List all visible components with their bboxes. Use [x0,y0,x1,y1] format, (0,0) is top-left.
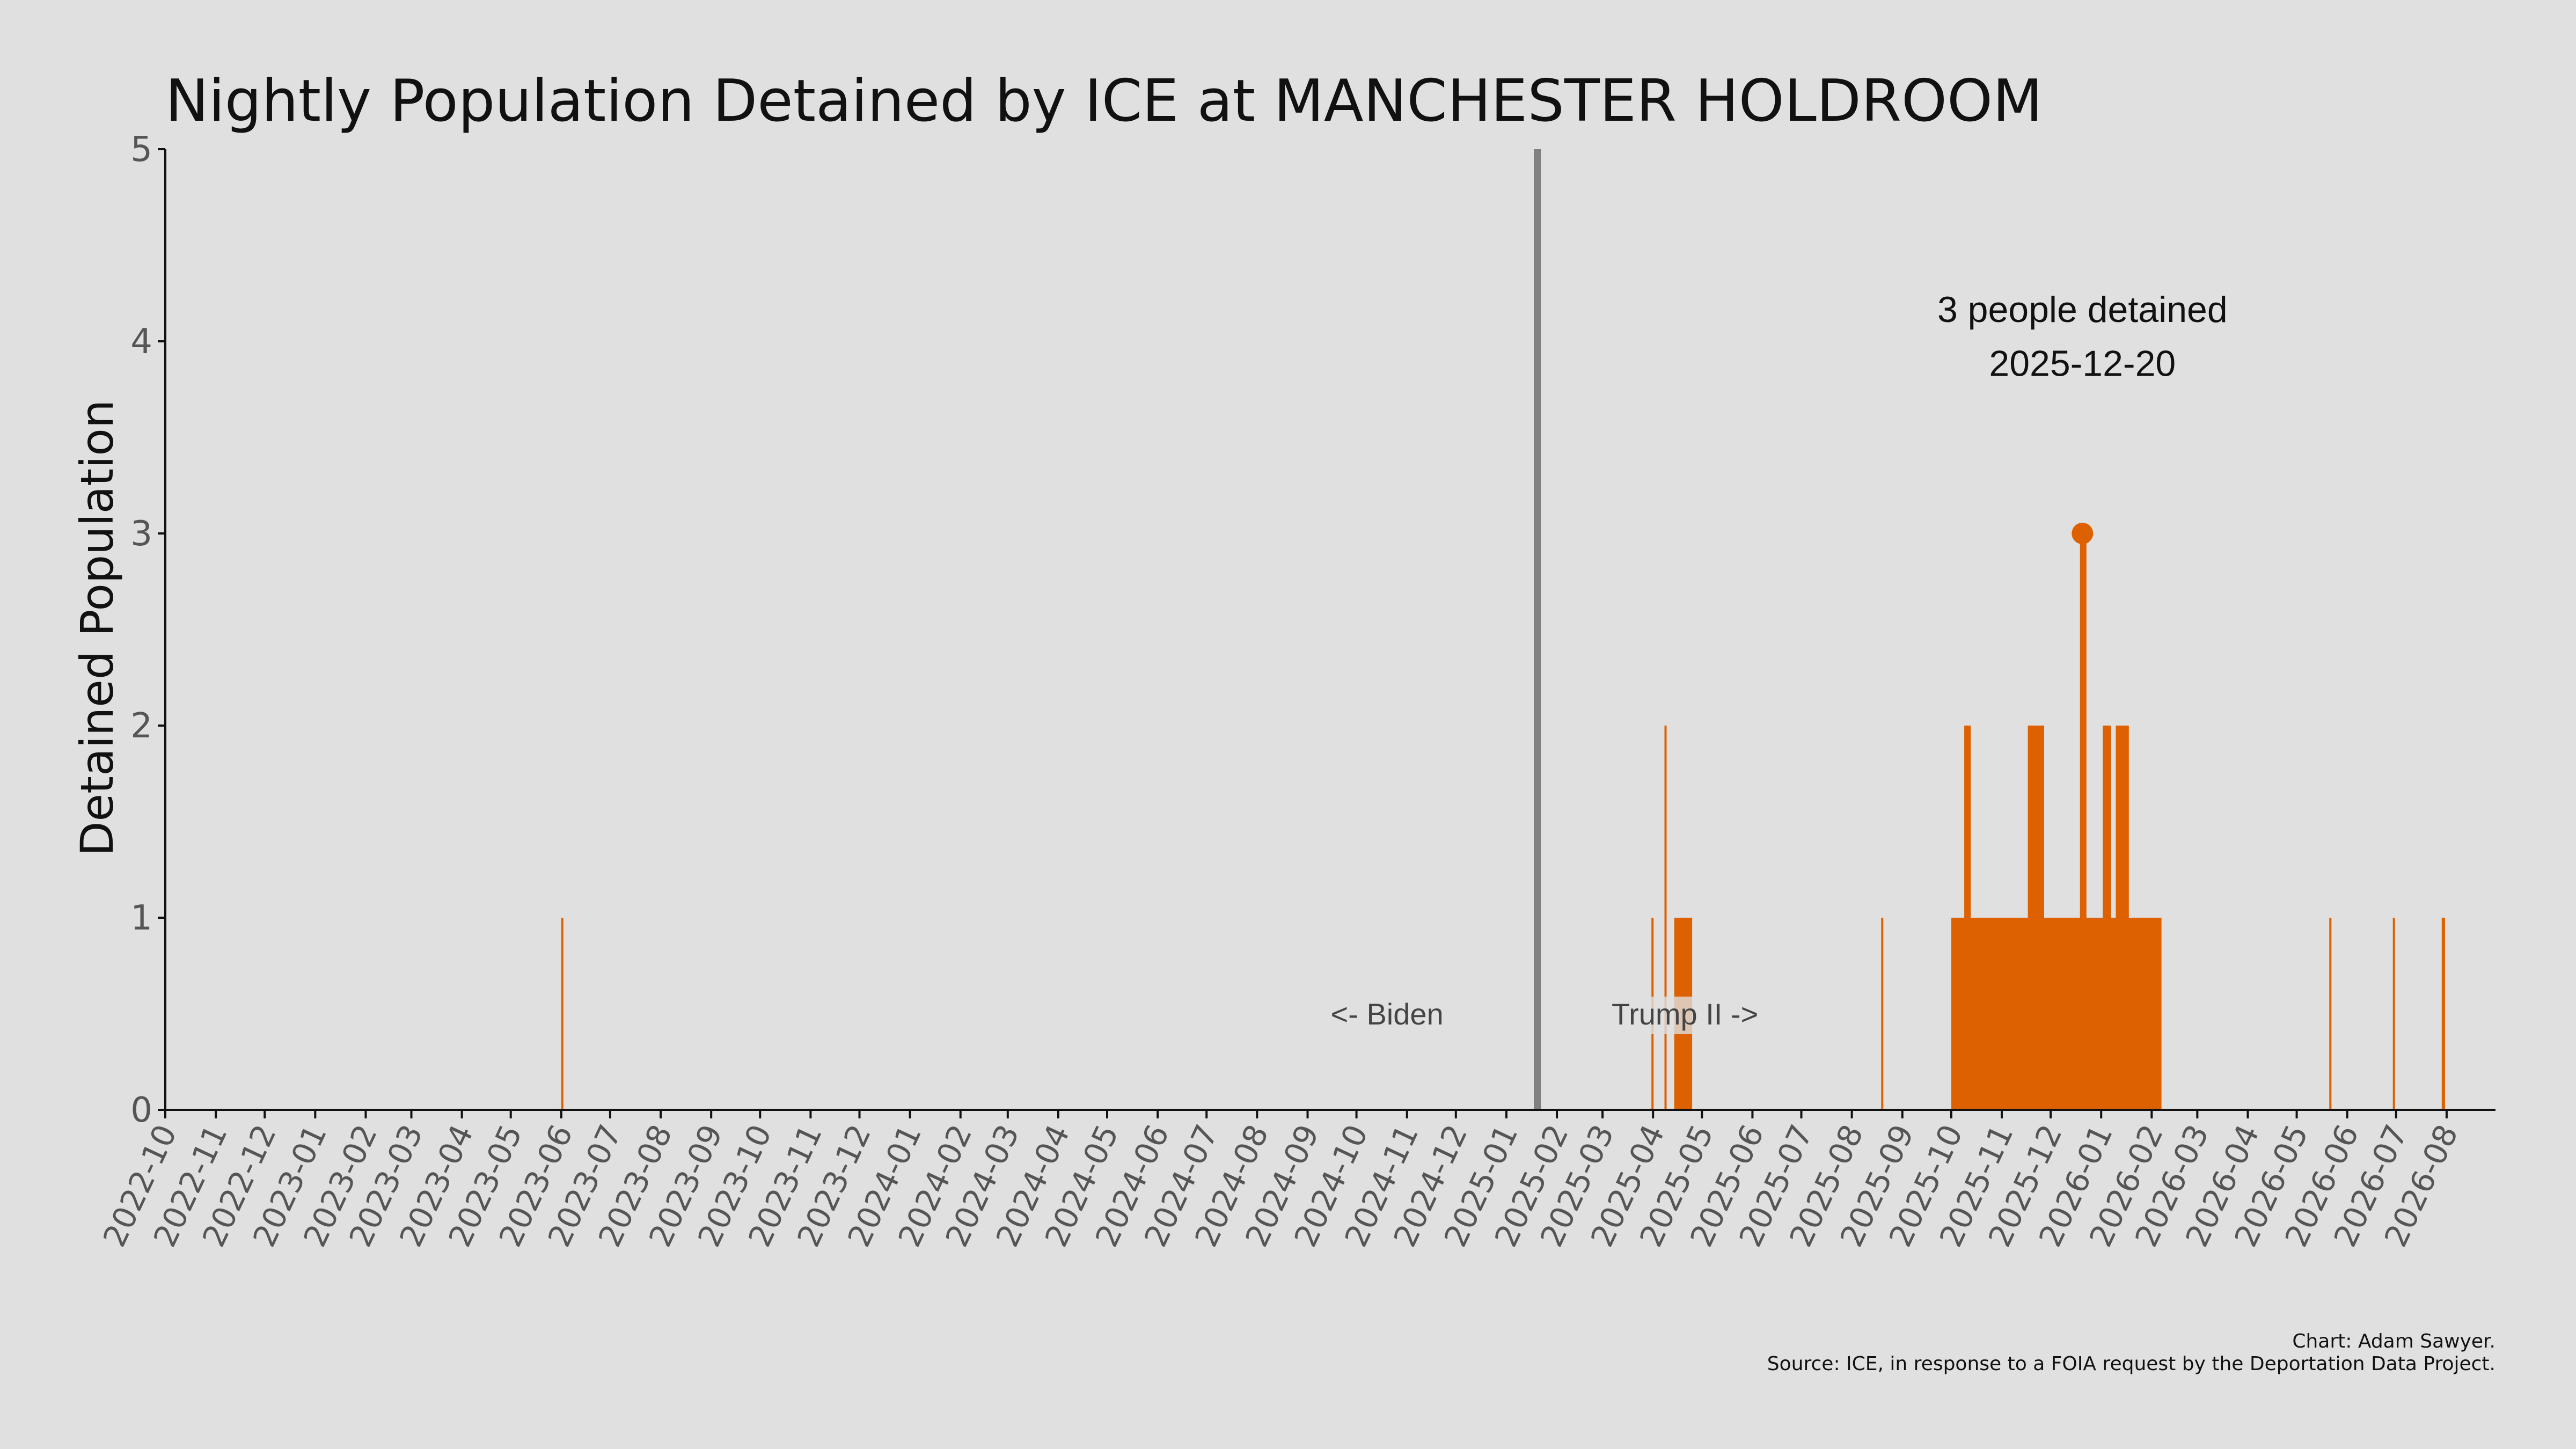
bar-11 [2329,918,2332,1110]
bar-layer [561,533,2445,1110]
bar-5 [1951,918,2162,1110]
bar-12 [2392,918,2395,1110]
annotations: <- Biden Trump II -> 3 people detained 2… [1331,289,2228,1034]
bar-10 [2116,726,2129,1110]
bar-4 [1881,918,1884,1110]
bar-6 [1964,726,1971,1110]
bar-13 [2441,918,2445,1110]
chart-title: Nightly Population Detained by ICE at MA… [165,68,2043,135]
trump-era-label: Trump II -> [1612,997,1758,1031]
y-axis-ticks: 0 1 2 3 4 5 [130,130,165,1130]
caption-source: Source: ICE, in response to a FOIA reque… [1767,1353,2496,1375]
y-tick-label-2: 2 [130,706,152,746]
bar-9 [2103,726,2111,1110]
y-axis-label: Detained Population [71,400,123,856]
biden-era-label: <- Biden [1331,997,1444,1031]
y-tick-label-5: 5 [130,130,152,170]
x-axis-ticks: 2022-102022-112022-122023-012023-022023-… [96,1110,2465,1253]
peak-marker [2072,523,2094,544]
y-tick-label-4: 4 [130,322,152,362]
y-tick-label-0: 0 [130,1091,152,1130]
bar-8 [2080,533,2087,1110]
bar-2 [1664,726,1667,1110]
bar-7 [2028,726,2044,1110]
y-tick-label-1: 1 [130,898,152,938]
peak-label-date: 2025-12-20 [1989,343,2176,384]
y-tick-label-3: 3 [130,514,152,554]
trump-era-label-background [1618,997,1752,1034]
axes [164,149,2496,1111]
bar-0 [561,918,564,1110]
peak-label-count: 3 people detained [1937,289,2228,330]
caption-credit: Chart: Adam Sawyer. [2292,1330,2496,1352]
